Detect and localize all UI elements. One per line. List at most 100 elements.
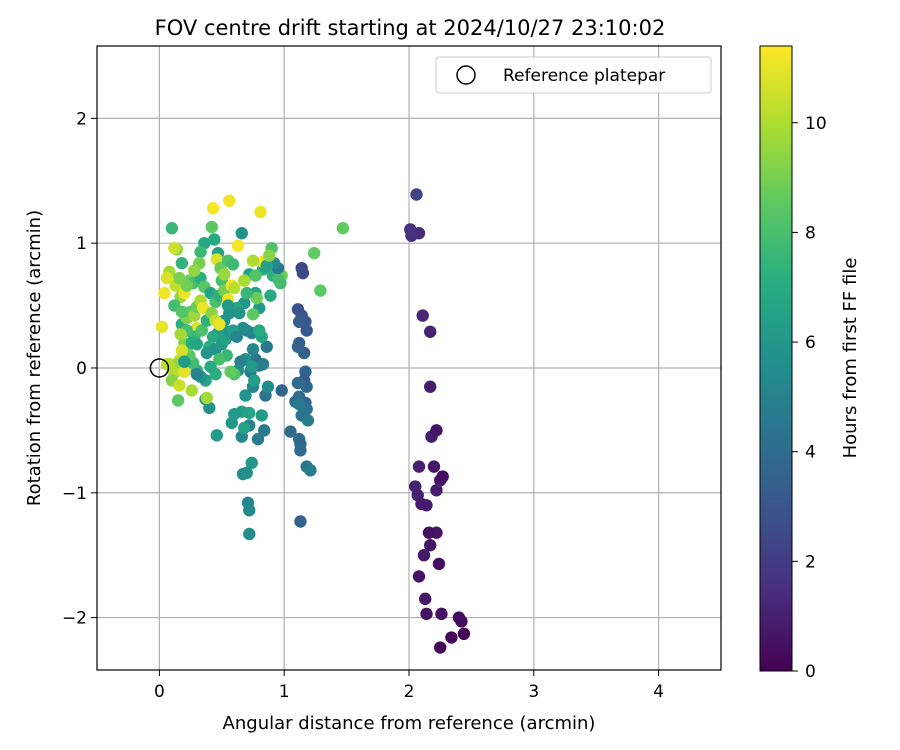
data-point [427,460,441,473]
data-point [250,291,263,305]
data-point [231,239,245,252]
data-point [304,464,317,477]
legend-box [435,56,712,94]
legend-marker-reference [456,65,476,85]
colorbar-label: Hours from first FF file [840,258,861,459]
data-point [249,269,262,282]
data-point [256,358,270,371]
data-point [238,421,251,435]
data-point [230,330,243,343]
data-point [434,641,447,654]
data-point [168,241,181,255]
data-point [160,271,174,285]
data-point [205,220,219,234]
data-point [190,368,204,381]
data-point [246,308,260,321]
y-tick-label: −1 [62,484,87,504]
colorbar-tick-label: 8 [805,223,816,243]
colorbar-gradient [759,45,793,672]
data-point [258,424,271,437]
data-point [417,548,431,562]
data-point [175,344,189,357]
data-point [430,484,443,497]
data-point [218,268,231,281]
data-point [228,407,241,421]
data-point [235,227,248,240]
data-point [404,223,417,236]
data-point [422,526,436,539]
data-point [409,480,422,493]
x-tick-label: 0 [154,682,165,702]
data-point [253,324,266,337]
colorbar-tick-label: 10 [805,114,827,134]
colorbar-tick-label: 4 [805,443,816,463]
x-tick-label: 2 [404,682,415,702]
data-point [275,384,288,397]
data-point [174,328,187,341]
x-tick-label: 1 [279,682,290,702]
data-point [188,264,201,277]
data-point [173,379,186,392]
legend-label-reference: Reference platepar [503,66,665,86]
data-point [238,274,251,287]
data-point [263,249,276,262]
data-point [436,470,449,483]
colorbar: 0 2 4 6 8 10 Hours from first FF file [759,45,861,682]
chart-title: FOV centre drift starting at 2024/10/27 … [155,16,666,40]
data-point [435,607,448,621]
data-point [240,286,253,300]
x-axis-label: Angular distance from reference (arcmin) [223,713,596,734]
data-point [206,330,220,343]
reference-platepar-marker [149,358,170,378]
data-point [213,318,226,331]
data-point [294,444,307,457]
data-point [420,607,433,621]
data-point [228,281,241,295]
data-point [410,188,423,201]
data-point [233,306,246,320]
data-point [236,321,250,335]
y-tick-label: 0 [76,359,87,379]
data-point [314,284,327,297]
x-tick-label: 4 [653,682,664,702]
data-point [180,279,194,292]
data-point [190,338,204,351]
data-point [246,343,260,356]
data-point [419,592,432,606]
data-point [175,305,189,319]
data-point [254,205,267,219]
colorbar-ticks: 0 2 4 6 8 10 [792,114,827,682]
data-point [246,254,260,267]
data-point [412,460,426,473]
grid-lines [97,46,721,670]
x-tick-label: 3 [528,682,539,702]
data-point [223,194,236,207]
data-point [239,389,252,402]
data-point [301,414,315,427]
data-point [273,274,286,287]
data-point [412,570,426,583]
data-point [240,466,253,480]
data-point [251,432,265,446]
data-point [204,360,217,373]
data-point [307,246,321,260]
data-point [260,340,273,353]
data-point [248,374,261,387]
data-point [165,222,179,235]
data-point [416,309,429,322]
data-point [185,384,199,397]
data-point [194,245,207,259]
colorbar-tick-label: 6 [805,333,816,353]
data-point [206,202,220,215]
y-tick-label: −2 [62,609,87,629]
data-point [203,401,216,415]
data-point [284,425,297,438]
data-points [155,188,471,654]
data-point [457,627,471,641]
data-point [243,406,256,420]
data-point [292,315,306,329]
data-point [294,515,307,528]
data-point [297,346,311,360]
data-point [424,325,437,338]
